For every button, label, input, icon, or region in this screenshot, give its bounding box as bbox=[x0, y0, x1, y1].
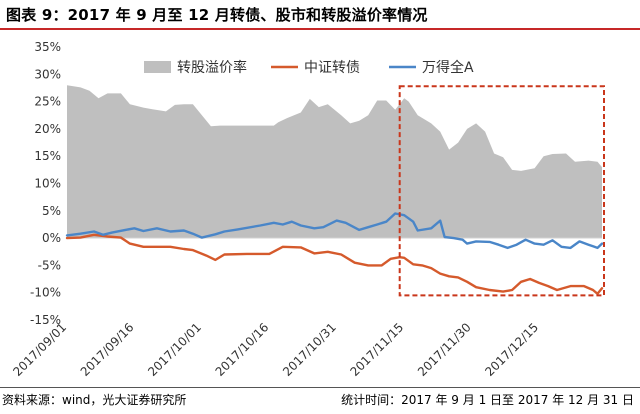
y-axis-ticks: 35% 30% 25% 20% 15% 10% 5% 0% -5% -10% -15% bbox=[30, 40, 61, 327]
y-tick-label: 5% bbox=[42, 204, 61, 218]
legend-label: 中证转债 bbox=[304, 60, 360, 76]
series-area-premium bbox=[67, 85, 602, 239]
legend: 转股溢价率 中证转债 万得全A bbox=[144, 59, 474, 76]
y-tick-label: 30% bbox=[34, 67, 61, 81]
y-tick-label: 20% bbox=[34, 122, 61, 136]
series-line-wande-a bbox=[65, 212, 604, 250]
series-line-convertible bbox=[65, 233, 604, 295]
series-lines-layer bbox=[65, 212, 604, 295]
x-tick-label: 2017/10/01 bbox=[145, 320, 204, 379]
x-tick-label: 2017/11/30 bbox=[415, 320, 474, 379]
footer-rule bbox=[0, 387, 640, 388]
y-tick-label: 15% bbox=[34, 149, 61, 163]
y-tick-label: 0% bbox=[42, 231, 61, 245]
y-tick-label: 25% bbox=[34, 95, 61, 109]
figure-title: 图表 9：2017 年 9 月至 12 月转债、股市和转股溢价率情况 bbox=[6, 6, 428, 24]
x-tick-label: 2017/12/15 bbox=[482, 320, 541, 379]
x-tick-label: 2017/09/16 bbox=[78, 320, 137, 379]
y-tick-label: -15% bbox=[30, 313, 61, 327]
period-note: 统计时间：2017 年 9 月 1 日至 2017 年 12 月 31 日 bbox=[341, 393, 634, 407]
legend-swatch bbox=[144, 61, 171, 73]
legend-item-convertible: 中证转债 bbox=[271, 60, 360, 76]
legend-label: 万得全A bbox=[422, 59, 474, 76]
highlight-box-layer bbox=[398, 85, 606, 297]
x-axis-ticks: 2017/09/01 2017/09/16 2017/10/01 2017/10/16… bbox=[10, 320, 541, 379]
y-tick-label: 10% bbox=[34, 177, 61, 191]
legend-item-premium: 转股溢价率 bbox=[144, 59, 247, 76]
premium-area-layer bbox=[67, 85, 602, 239]
legend-item-wande-a: 万得全A bbox=[389, 59, 474, 76]
x-tick-label: 2017/10/31 bbox=[280, 320, 339, 379]
y-tick-label: 35% bbox=[34, 40, 61, 54]
y-tick-label: -5% bbox=[38, 258, 61, 272]
x-tick-label: 2017/11/15 bbox=[347, 320, 406, 379]
title-rule bbox=[0, 28, 640, 30]
y-tick-label: -10% bbox=[30, 286, 61, 300]
x-tick-label: 2017/09/01 bbox=[10, 320, 69, 379]
source-note: 资料来源：wind，光大证券研究所 bbox=[2, 393, 187, 407]
highlight-box bbox=[398, 85, 606, 297]
x-tick-label: 2017/10/16 bbox=[213, 320, 272, 379]
legend-label: 转股溢价率 bbox=[177, 59, 247, 76]
